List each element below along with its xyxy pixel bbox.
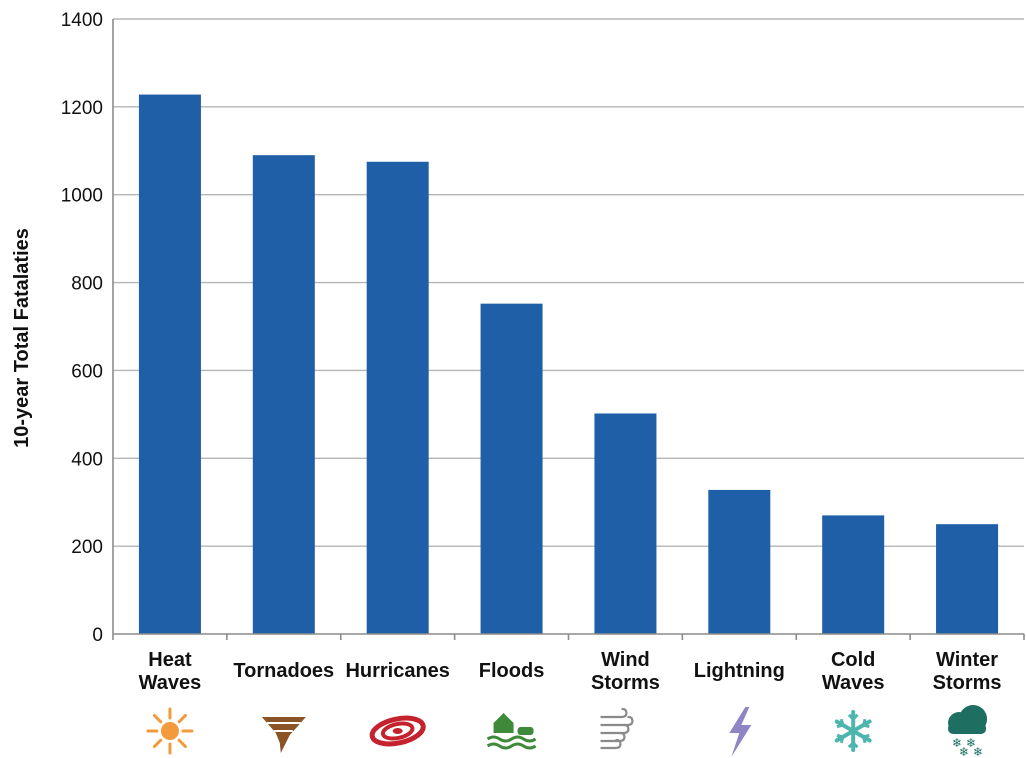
bar [252, 155, 315, 634]
x-category-label: Floods [479, 660, 545, 682]
y-tick-label: 600 [71, 361, 103, 382]
x-category-label: Wind Storms [591, 649, 660, 694]
x-category-label: Cold Waves [822, 649, 885, 694]
flood-icon [486, 713, 537, 750]
category-icons: ❄ ❄❄ ❄ [146, 705, 988, 758]
y-tick-label: 1000 [61, 186, 103, 207]
bars [138, 94, 999, 635]
y-tick-label: 1200 [61, 98, 103, 119]
x-category-label: Lightning [694, 660, 785, 682]
x-category-label: Hurricanes [345, 660, 450, 682]
bar [822, 515, 885, 634]
svg-text:❄: ❄ [966, 736, 976, 750]
bar [594, 413, 657, 634]
y-tick-label: 200 [71, 537, 103, 558]
y-tick-label: 0 [92, 625, 103, 646]
bar [138, 94, 201, 635]
x-category-label: Tornadoes [233, 660, 334, 682]
hurricane-icon [369, 715, 426, 747]
y-tick-label: 400 [71, 449, 103, 470]
svg-text:❄: ❄ [959, 745, 969, 758]
tornado-icon [261, 717, 306, 753]
bar [708, 489, 771, 634]
y-tick-labels: 0 200 400 600 800 1000 1200 1400 [61, 10, 103, 646]
bar [936, 524, 999, 634]
svg-text:❄: ❄ [973, 745, 983, 758]
sun-icon [146, 707, 194, 755]
grid-lines [113, 18, 1024, 547]
svg-text:❄: ❄ [952, 736, 962, 750]
snowflake-icon [834, 710, 872, 752]
x-category-label: Heat Waves [139, 649, 202, 694]
y-tick-label: 800 [71, 274, 103, 295]
x-category-labels: Heat Waves Tornadoes Hurricanes Floods Wind St… [139, 649, 1002, 694]
bar [480, 303, 543, 634]
bar [366, 161, 429, 634]
axes [112, 19, 1025, 640]
lightning-icon [729, 707, 752, 757]
wind-icon [600, 707, 634, 750]
y-axis-title: 10-year Total Fatalaties [11, 228, 33, 448]
snow-cloud-icon: ❄ ❄❄ ❄ [948, 705, 988, 758]
y-tick-label: 1400 [61, 10, 103, 31]
x-category-label: Winter Storms [933, 649, 1002, 694]
